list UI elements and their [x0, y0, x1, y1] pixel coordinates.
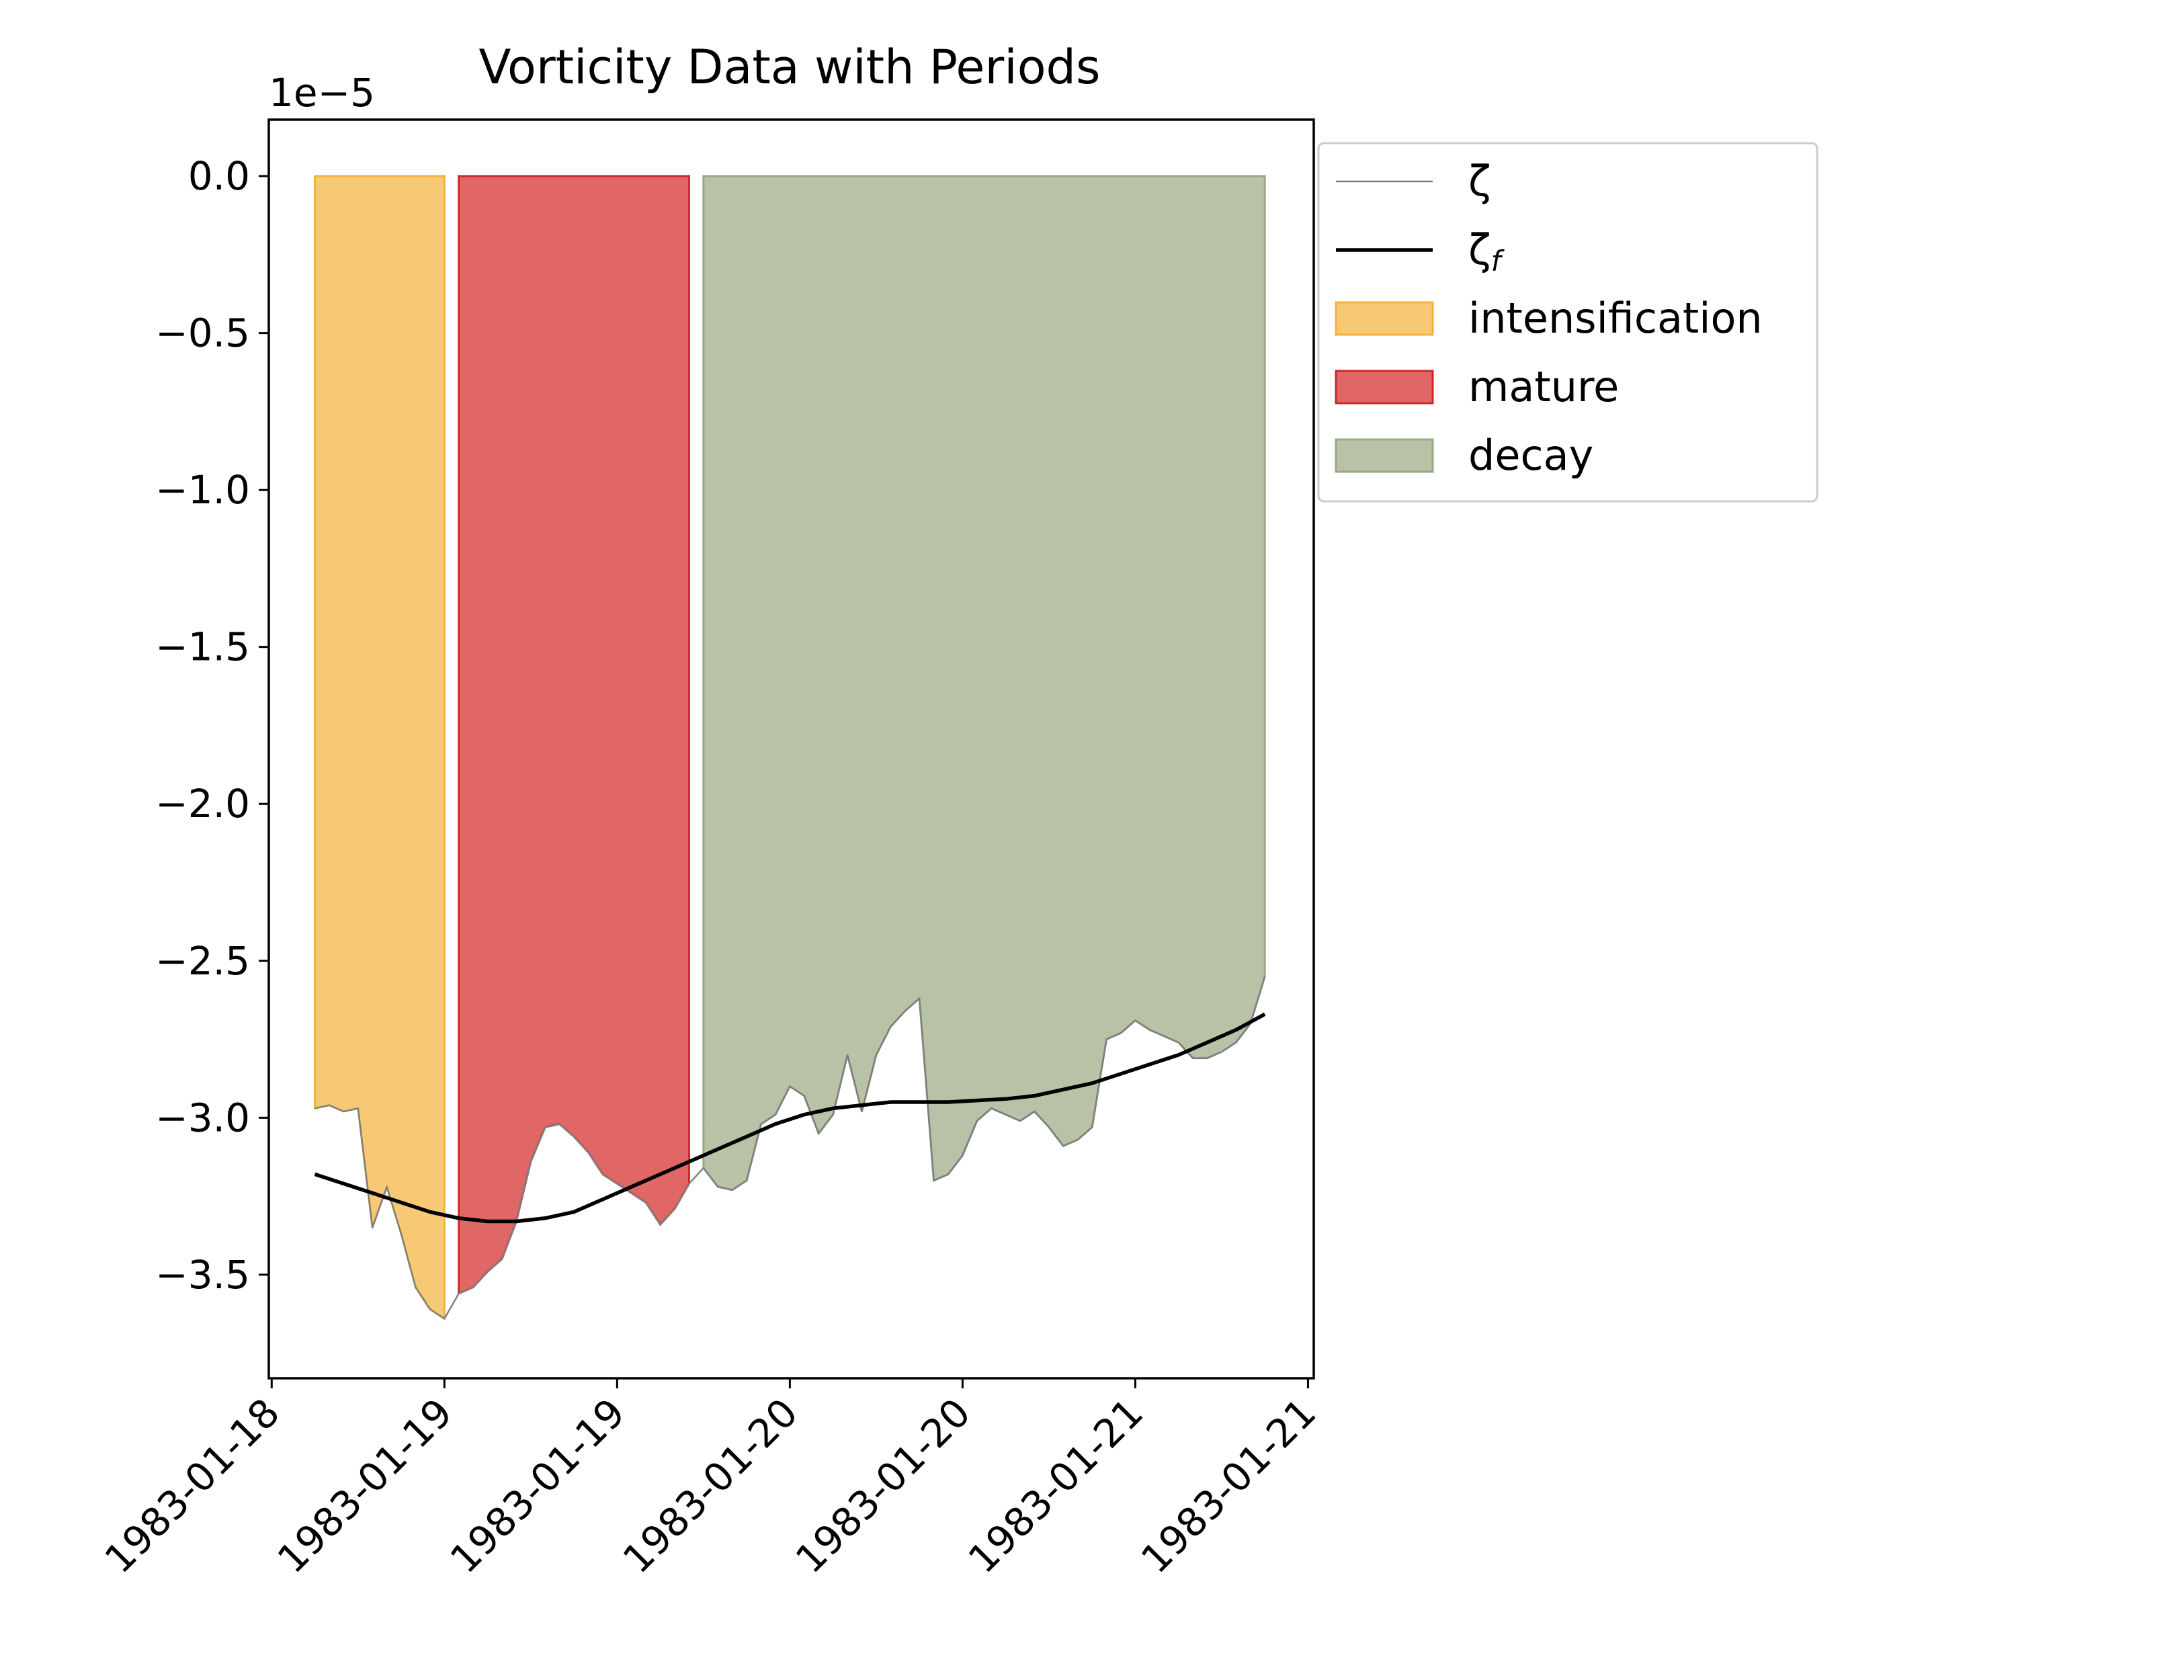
y-tick-label: 0.0 [188, 153, 250, 199]
y-tick-label: −2.5 [155, 938, 250, 984]
x-tick-label: 1983-01-19 [442, 1390, 634, 1582]
y-tick-label: −3.5 [155, 1252, 250, 1298]
plot-frame [267, 118, 1315, 1380]
x-tick-label: 1983-01-20 [614, 1390, 806, 1582]
legend-label: intensification [1468, 294, 1763, 343]
x-tick-label: 1983-01-20 [787, 1390, 979, 1582]
y-tick-label: −0.5 [155, 310, 250, 356]
series-lines [314, 976, 1266, 1320]
y-tick-label: −2.0 [155, 781, 250, 827]
period-spans [314, 175, 1266, 1321]
y-tick-label: −3.0 [155, 1095, 250, 1140]
period-span-decay [702, 175, 1266, 1191]
y-offset-label: 1e−5 [269, 70, 375, 116]
legend-label-text: ζ [1468, 225, 1491, 274]
legend-patch-swatch [1335, 370, 1434, 405]
y-axis: 0.0 −0.5 −1.0 −1.5 −2.0 −2.5 −3.0 −3.5 [155, 153, 269, 1298]
series-line-zeta [314, 976, 1266, 1320]
legend-patch-swatch [1335, 301, 1434, 336]
legend-label-text: mature [1468, 362, 1619, 411]
legend-item: intensification [1335, 294, 1763, 343]
y-tick-label: −1.0 [155, 467, 250, 513]
legend-label-text: intensification [1468, 294, 1763, 343]
y-tick-label: −1.5 [155, 624, 250, 670]
legend-patch-swatch [1335, 438, 1434, 473]
x-tick-label: 1983-01-21 [1132, 1390, 1325, 1582]
legend-item: mature [1335, 362, 1619, 411]
legend-label-text: decay [1468, 431, 1593, 480]
series-line-zeta-f [314, 1012, 1266, 1224]
legend-label-text: ζ [1468, 157, 1491, 206]
legend-item: decay [1335, 431, 1593, 480]
x-tick-label: 1983-01-18 [96, 1390, 288, 1582]
x-tick-label: 1983-01-19 [269, 1390, 461, 1582]
legend-label: decay [1468, 431, 1593, 480]
chart-title: Vorticity Data with Periods [479, 40, 1101, 95]
x-axis: 1983-01-181983-01-191983-01-191983-01-20… [96, 1378, 1325, 1582]
legend-box [1317, 142, 1818, 503]
x-tick-label: 1983-01-21 [960, 1390, 1152, 1582]
period-span-intensification [314, 175, 446, 1321]
period-span-mature [458, 175, 690, 1296]
legend-label: mature [1468, 362, 1619, 411]
legend-label: ζ [1468, 157, 1491, 206]
legend-item: ζ [1336, 157, 1491, 206]
